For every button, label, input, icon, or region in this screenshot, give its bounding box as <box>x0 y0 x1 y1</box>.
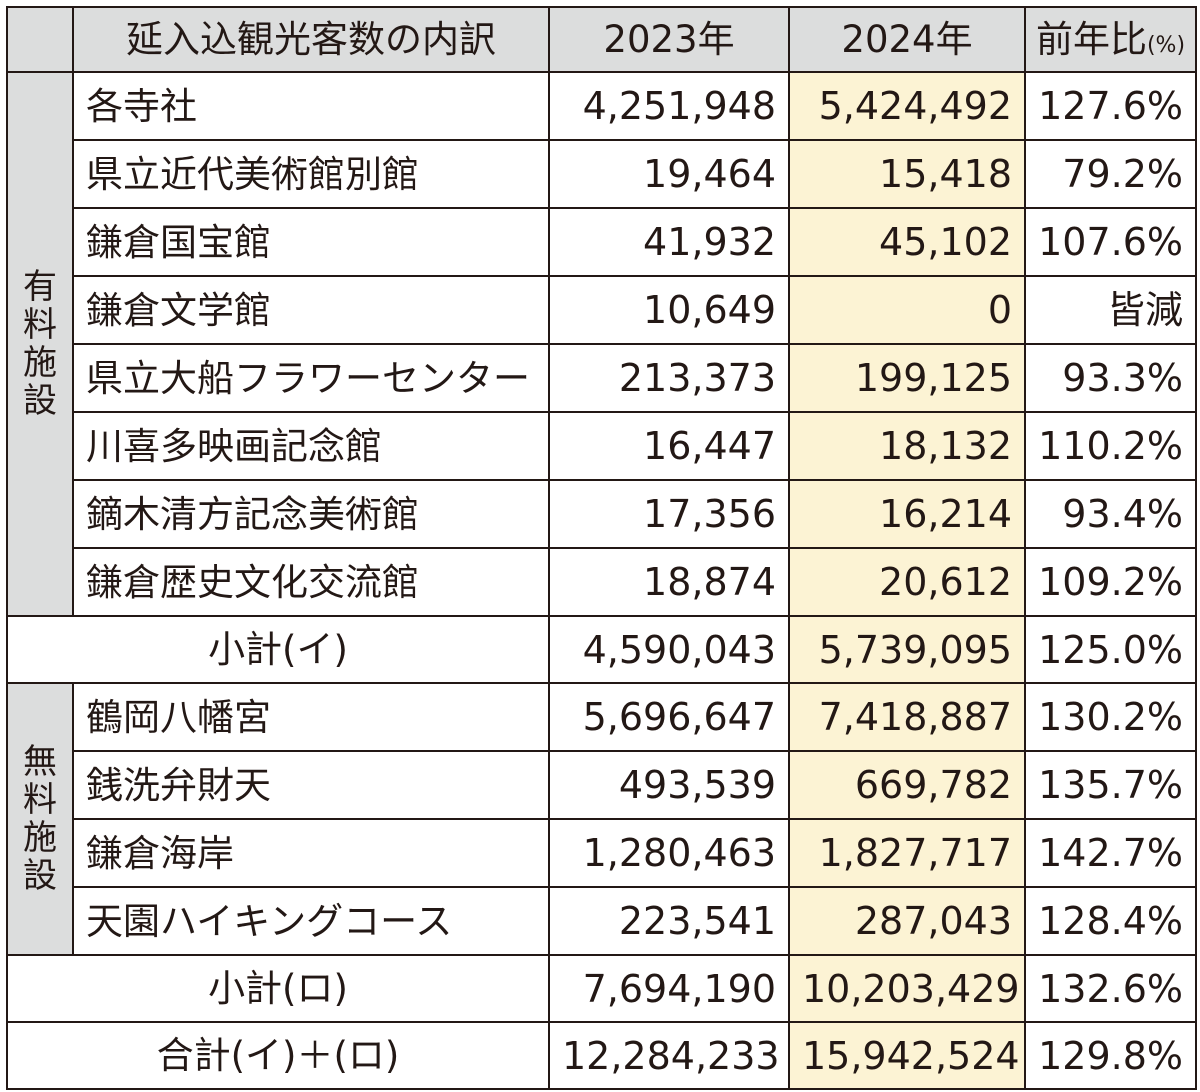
subtotal-free-ratio: 132.6% <box>1024 954 1197 1023</box>
row-2023: 17,356 <box>548 479 790 549</box>
visitor-breakdown-table: 延入込観光客数の内訳 2023年 2024年 前年比(%) 有料施設 各寺社 4… <box>6 6 1197 1090</box>
header-2023: 2023年 <box>548 6 790 73</box>
table-row: 天園ハイキングコース 223,541 287,043 128.4% <box>7 886 1197 956</box>
header-corner <box>6 6 74 73</box>
row-ratio: 107.6% <box>1024 207 1197 277</box>
row-2024: 18,132 <box>788 411 1026 481</box>
header-row: 延入込観光客数の内訳 2023年 2024年 前年比(%) <box>6 6 1197 73</box>
total-2023: 12,284,233 <box>548 1021 790 1090</box>
group-label-paid-text: 有料施設 <box>23 266 57 422</box>
total-2024: 15,942,524 <box>788 1021 1026 1090</box>
row-name: 鎌倉歴史文化交流館 <box>72 547 550 617</box>
row-2024: 15,418 <box>788 139 1026 209</box>
subtotal-row-paid: 小計(イ) 4,590,043 5,739,095 125.0% <box>6 615 1197 684</box>
row-2023: 16,447 <box>548 411 790 481</box>
table-row: 鎌倉国宝館 41,932 45,102 107.6% <box>7 207 1197 277</box>
subtotal-paid-2024: 5,739,095 <box>788 615 1026 684</box>
row-2023: 19,464 <box>548 139 790 209</box>
row-2023: 10,649 <box>548 275 790 345</box>
row-name: 県立近代美術館別館 <box>72 139 550 209</box>
table-row: 鏑木清方記念美術館 17,356 16,214 93.4% <box>7 479 1197 549</box>
row-2024: 20,612 <box>788 547 1026 617</box>
table-row: 鎌倉海岸 1,280,463 1,827,717 142.7% <box>7 818 1197 888</box>
table-row: 有料施設 各寺社 4,251,948 5,424,492 127.6% <box>6 71 1197 617</box>
total-row: 合計(イ)＋(ロ) 12,284,233 15,942,524 129.8% <box>6 1021 1197 1090</box>
header-ratio: 前年比(%) <box>1024 6 1197 73</box>
row-ratio: 127.6% <box>1024 71 1197 141</box>
subtotal-free-label: 小計(ロ) <box>6 954 550 1023</box>
row-2024: 1,827,717 <box>788 818 1026 888</box>
row-ratio: 110.2% <box>1024 411 1197 481</box>
row-name: 天園ハイキングコース <box>72 886 550 956</box>
row-2024: 7,418,887 <box>788 682 1026 752</box>
subtotal-row-free: 小計(ロ) 7,694,190 10,203,429 132.6% <box>6 954 1197 1023</box>
row-name: 鶴岡八幡宮 <box>72 682 550 752</box>
row-name: 川喜多映画記念館 <box>72 411 550 481</box>
header-2024: 2024年 <box>788 6 1026 73</box>
row-name: 各寺社 <box>72 71 550 141</box>
row-ratio: 93.4% <box>1024 479 1197 549</box>
row-name: 鎌倉海岸 <box>72 818 550 888</box>
row-name: 鏑木清方記念美術館 <box>72 479 550 549</box>
row-2024: 5,424,492 <box>788 71 1026 141</box>
row-2024: 199,125 <box>788 343 1026 413</box>
table-row: 鎌倉歴史文化交流館 18,874 20,612 109.2% <box>7 547 1197 617</box>
group-label-paid: 有料施設 <box>6 71 74 617</box>
row-name: 鎌倉文学館 <box>72 275 550 345</box>
row-2024: 669,782 <box>788 750 1026 820</box>
total-label: 合計(イ)＋(ロ) <box>6 1021 550 1090</box>
table-row: 銭洗弁財天 493,539 669,782 135.7% <box>7 750 1197 820</box>
subtotal-paid-2023: 4,590,043 <box>548 615 790 684</box>
group-label-free: 無料施設 <box>6 682 74 956</box>
row-name: 銭洗弁財天 <box>72 750 550 820</box>
table-row: 鎌倉文学館 10,649 0 皆減 <box>7 275 1197 345</box>
table-row: 県立大船フラワーセンター 213,373 199,125 93.3% <box>7 343 1197 413</box>
row-2023: 493,539 <box>548 750 790 820</box>
group-label-free-text: 無料施設 <box>23 741 57 897</box>
row-ratio: 128.4% <box>1024 886 1197 956</box>
subtotal-paid-ratio: 125.0% <box>1024 615 1197 684</box>
row-name: 鎌倉国宝館 <box>72 207 550 277</box>
row-2023: 4,251,948 <box>548 71 790 141</box>
row-2023: 213,373 <box>548 343 790 413</box>
subtotal-free-2023: 7,694,190 <box>548 954 790 1023</box>
row-2023: 5,696,647 <box>548 682 790 752</box>
row-ratio: 130.2% <box>1024 682 1197 752</box>
row-2023: 41,932 <box>548 207 790 277</box>
row-ratio: 79.2% <box>1024 139 1197 209</box>
row-2023: 18,874 <box>548 547 790 617</box>
table-row: 無料施設 鶴岡八幡宮 5,696,647 7,418,887 130.2% <box>6 682 1197 956</box>
row-name: 県立大船フラワーセンター <box>72 343 550 413</box>
table-row: 県立近代美術館別館 19,464 15,418 79.2% <box>7 139 1197 209</box>
row-ratio: 142.7% <box>1024 818 1197 888</box>
row-ratio: 皆減 <box>1024 275 1197 345</box>
subtotal-paid-label: 小計(イ) <box>6 615 550 684</box>
header-ratio-unit: (%) <box>1146 33 1186 58</box>
row-2024: 0 <box>788 275 1026 345</box>
table-row: 川喜多映画記念館 16,447 18,132 110.2% <box>7 411 1197 481</box>
header-ratio-label: 前年比 <box>1035 18 1147 61</box>
row-2024: 16,214 <box>788 479 1026 549</box>
row-ratio: 135.7% <box>1024 750 1197 820</box>
row-2024: 287,043 <box>788 886 1026 956</box>
subtotal-free-2024: 10,203,429 <box>788 954 1026 1023</box>
row-2024: 45,102 <box>788 207 1026 277</box>
row-ratio: 109.2% <box>1024 547 1197 617</box>
row-2023: 1,280,463 <box>548 818 790 888</box>
header-category: 延入込観光客数の内訳 <box>72 6 550 73</box>
total-ratio: 129.8% <box>1024 1021 1197 1090</box>
row-ratio: 93.3% <box>1024 343 1197 413</box>
row-2023: 223,541 <box>548 886 790 956</box>
